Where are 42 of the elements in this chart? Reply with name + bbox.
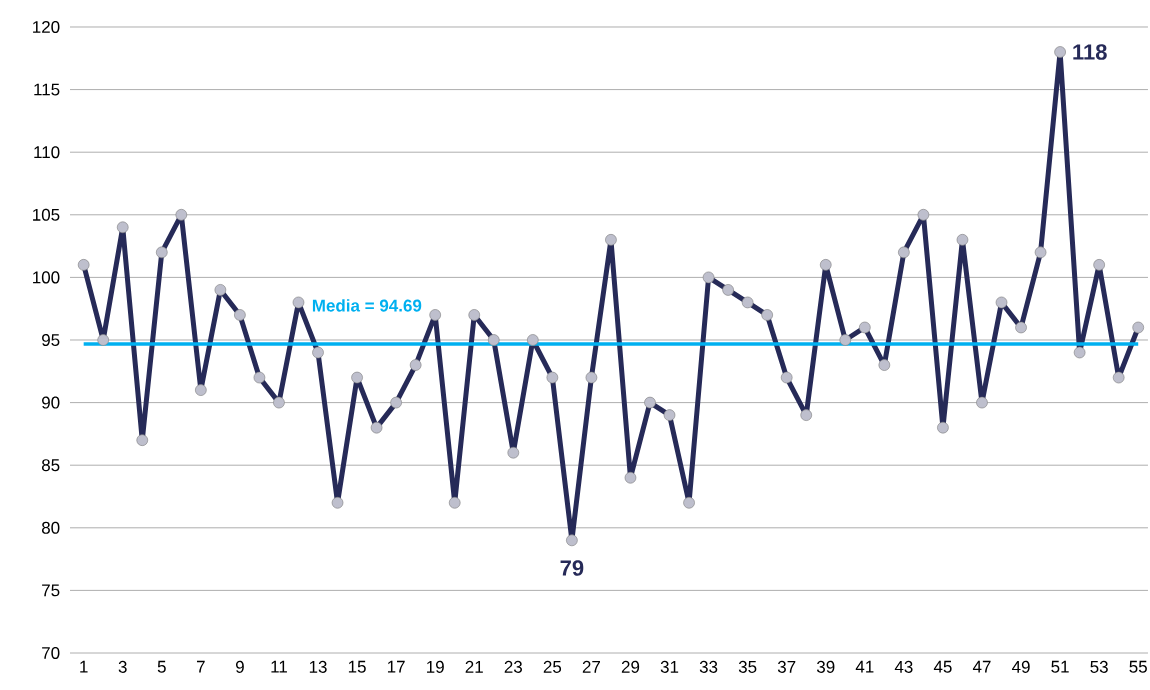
x-tick-label: 39 xyxy=(816,660,835,673)
x-tick-label: 43 xyxy=(894,660,913,673)
x-tick-label: 47 xyxy=(972,660,991,673)
ref-line-label: Media = 94.69 xyxy=(312,299,422,312)
x-tick-label: 13 xyxy=(309,660,327,673)
x-tick-label: 29 xyxy=(621,660,640,673)
x-tick-label: 25 xyxy=(543,660,562,673)
x-tick-label: 45 xyxy=(933,660,952,673)
y-tick-label: 105 xyxy=(33,208,60,221)
y-tick-label: 70 xyxy=(42,646,60,660)
x-tick-label: 19 xyxy=(427,660,444,673)
y-tick-label: 80 xyxy=(41,521,60,534)
data-label: 79 xyxy=(560,560,584,576)
x-tick-label: 9 xyxy=(235,660,244,673)
y-tick-label: 100 xyxy=(33,271,60,284)
x-tick-label: 37 xyxy=(777,660,796,673)
x-tick-label: 31 xyxy=(660,660,679,673)
x-tick-label: 27 xyxy=(582,660,600,673)
y-tick-label: 120 xyxy=(33,20,60,34)
x-tick-label: 11 xyxy=(271,660,287,673)
x-tick-label: 33 xyxy=(699,660,718,673)
y-tick-label: 95 xyxy=(42,333,60,347)
x-tick-label: 1 xyxy=(80,660,88,673)
x-tick-label: 35 xyxy=(738,660,757,673)
x-tick-label: 3 xyxy=(118,660,127,673)
y-tick-label: 90 xyxy=(42,396,60,409)
x-tick-label: 17 xyxy=(387,660,405,673)
y-tick-label: 85 xyxy=(41,459,60,472)
x-tick-label: 15 xyxy=(348,660,366,673)
x-tick-label: 51 xyxy=(1051,660,1069,673)
x-tick-label: 53 xyxy=(1090,660,1108,673)
x-tick-label: 7 xyxy=(196,660,205,673)
x-tick-label: 23 xyxy=(504,660,522,673)
data-label: 118 xyxy=(1073,44,1107,60)
y-tick-label: 75 xyxy=(42,584,60,597)
y-tick-label: 110 xyxy=(34,146,60,159)
x-tick-label: 21 xyxy=(465,660,483,673)
x-tick-label: 49 xyxy=(1011,660,1030,673)
x-tick-label: 5 xyxy=(157,660,166,673)
y-tick-label: 115 xyxy=(34,83,60,96)
x-tick-label: 55 xyxy=(1129,660,1147,673)
x-tick-label: 41 xyxy=(855,660,874,673)
